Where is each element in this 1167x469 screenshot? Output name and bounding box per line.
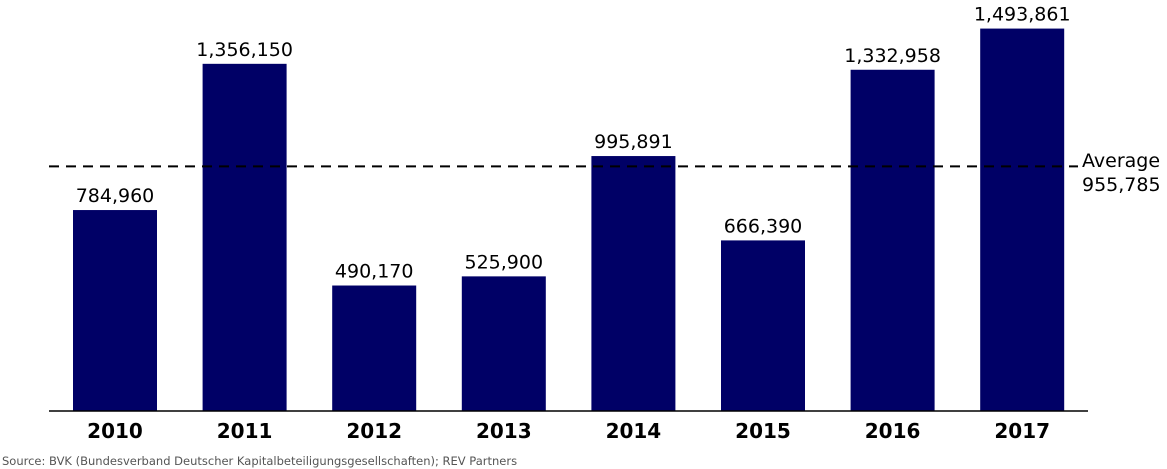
x-tick-label-2010: 2010 [87,419,143,443]
bar-2017 [980,28,1065,411]
x-tick-label-2017: 2017 [994,419,1050,443]
value-label-2014: 995,891 [594,131,673,153]
x-tick-label-2012: 2012 [346,419,402,443]
x-tick-labels-group: 2010 2011 2012 2013 2014 2015 2016 2017 [87,419,1050,443]
value-label-2012: 490,170 [335,261,414,283]
value-label-2010: 784,960 [76,185,155,207]
x-tick-label-2013: 2013 [476,419,532,443]
bar-2015 [721,240,805,411]
value-labels-group: 784,960 1,356,150 490,170 525,900 995,891 666… [76,4,1071,283]
bar-2013 [461,276,546,411]
value-label-2013: 525,900 [465,251,544,273]
x-tick-label-2014: 2014 [606,419,662,443]
bar-2011 [202,63,287,412]
x-tick-label-2015: 2015 [735,419,791,443]
value-label-2011: 1,356,150 [196,39,293,61]
value-label-2016: 1,332,958 [844,45,941,67]
x-tick-label-2016: 2016 [865,419,921,443]
source-note: Source: BVK (Bundesverband Deutscher Kap… [2,454,517,468]
bar-2016 [850,69,935,411]
bar-2010 [73,210,157,411]
bars-group [73,28,1065,412]
x-tick-label-2011: 2011 [217,419,273,443]
average-label: Average [1082,150,1160,172]
value-label-2015: 666,390 [724,215,803,237]
bar-2012 [332,285,417,411]
bar-2014 [591,156,676,411]
average-value-label: 955,785 [1082,174,1161,196]
value-label-2017: 1,493,861 [974,4,1071,26]
